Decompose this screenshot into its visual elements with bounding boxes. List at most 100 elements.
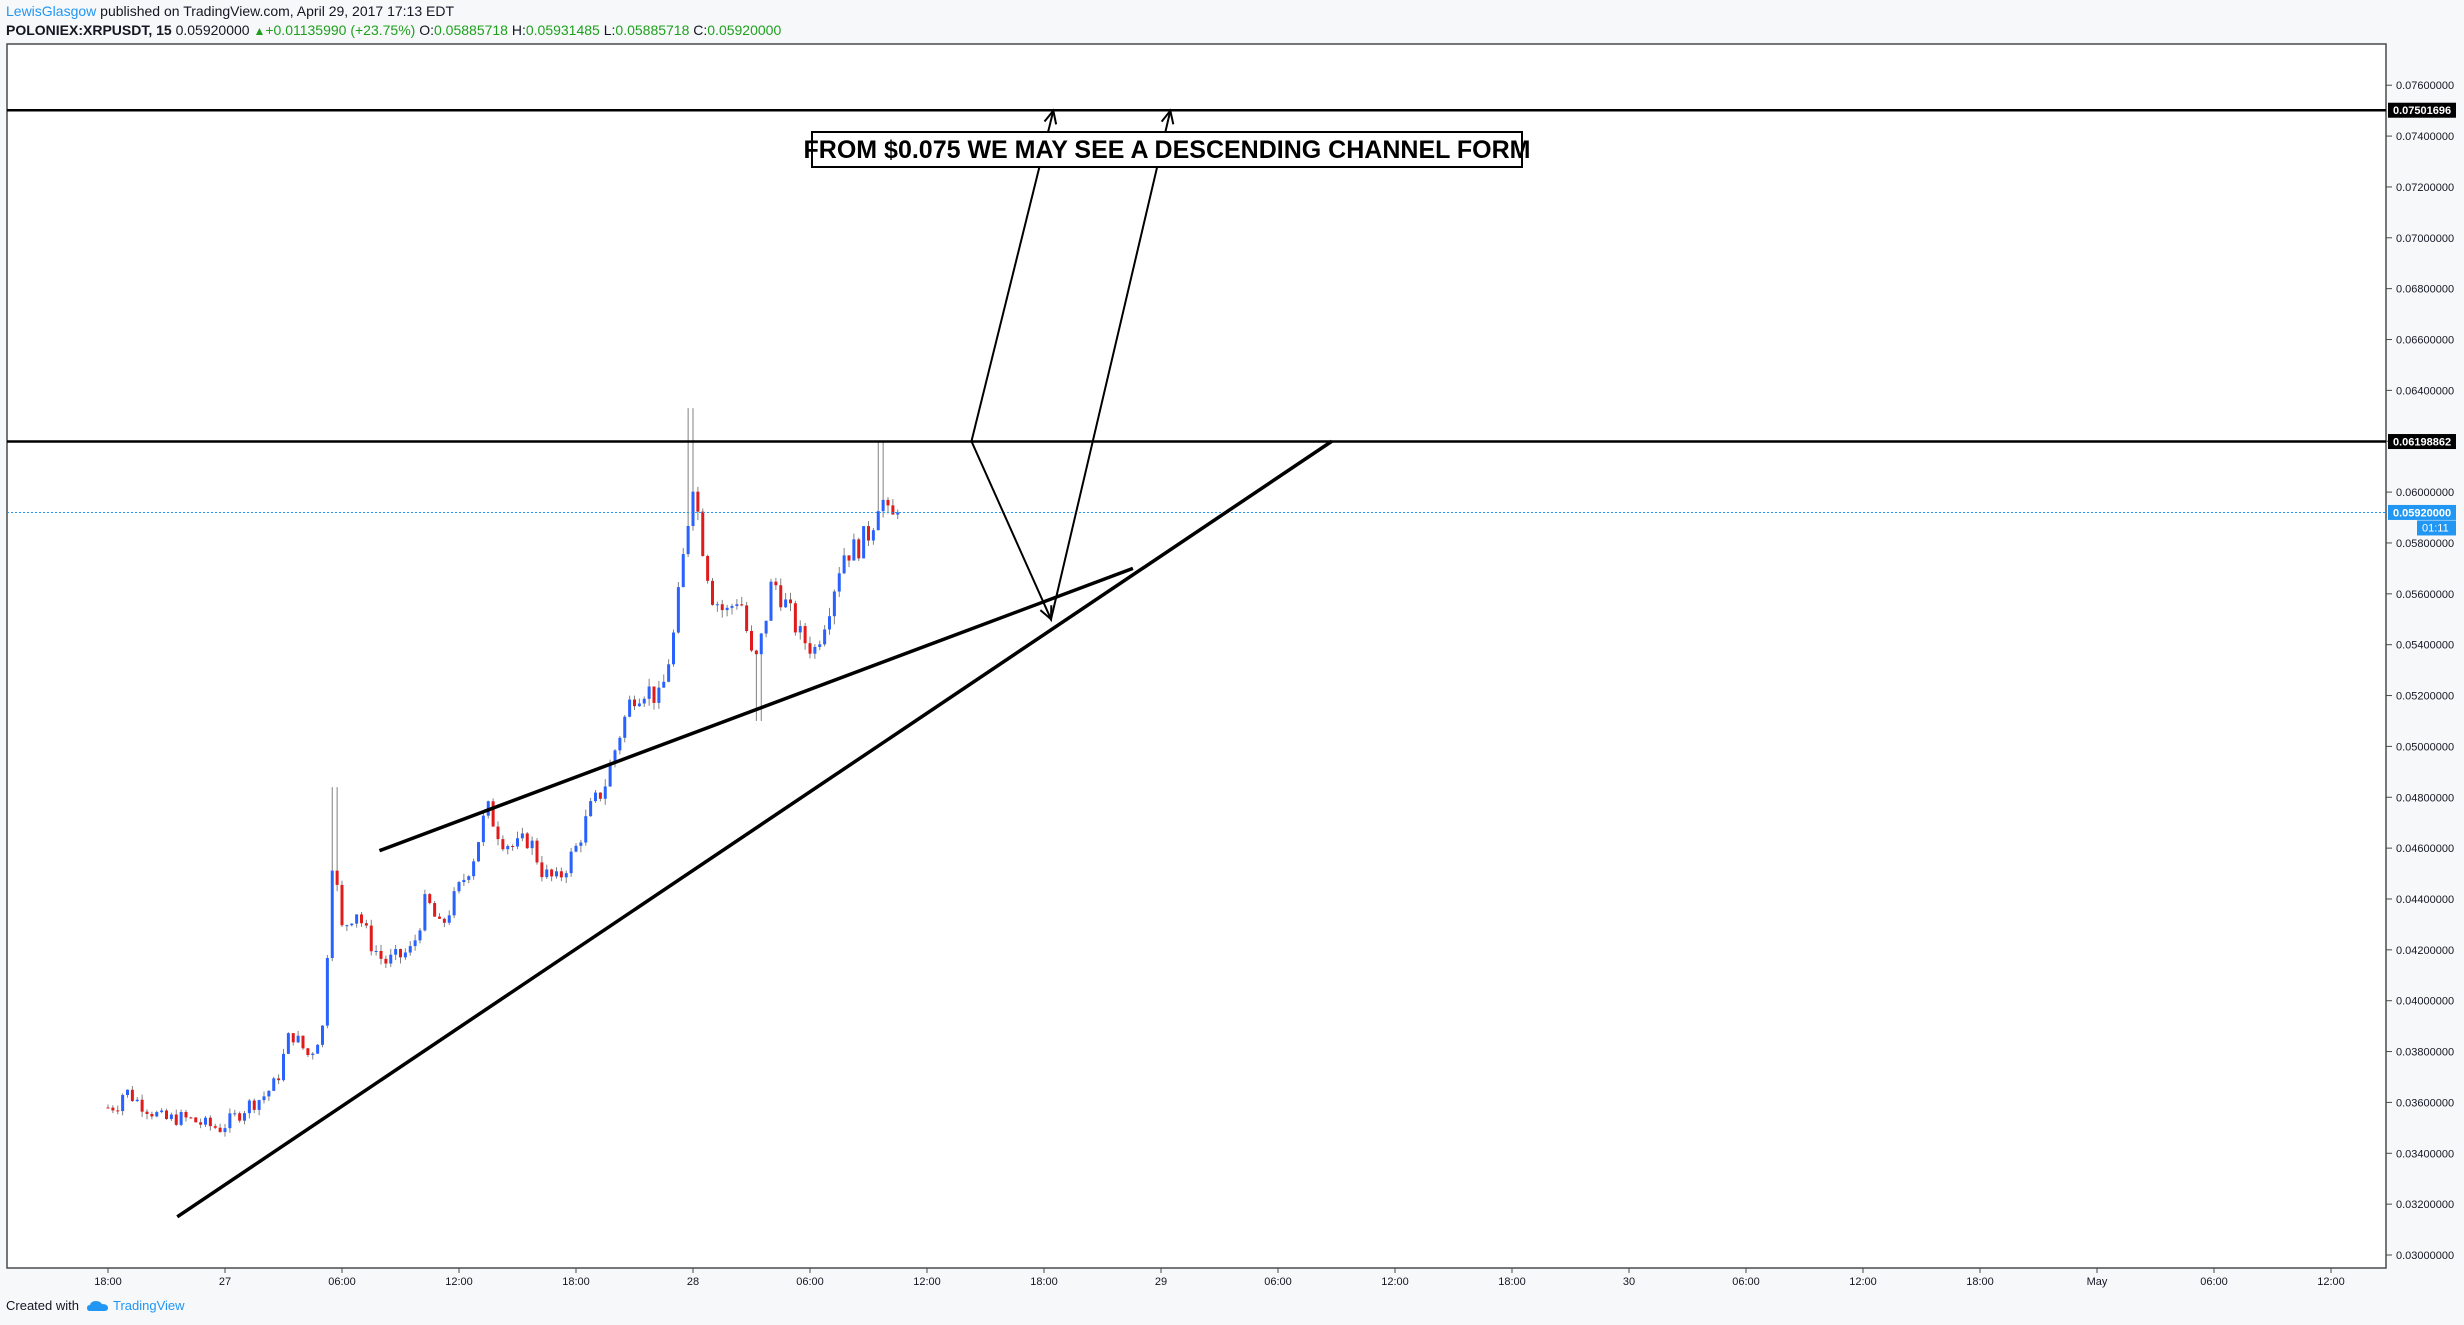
annotation-box[interactable]: FROM $0.075 WE MAY SEE A DESCENDING CHAN… bbox=[804, 131, 1531, 168]
candle-up bbox=[418, 930, 422, 941]
candle-down bbox=[335, 870, 339, 885]
tradingview-cloud-icon bbox=[86, 1300, 108, 1311]
candle-up bbox=[837, 573, 841, 592]
candle-up bbox=[579, 842, 583, 846]
mid-level-label: 0.06198862 bbox=[2393, 437, 2451, 449]
candle-down bbox=[340, 884, 344, 926]
candle-up bbox=[286, 1033, 290, 1054]
candle-up bbox=[457, 882, 461, 892]
countdown-label: 01:11 bbox=[2422, 522, 2449, 534]
candle-down bbox=[174, 1114, 178, 1125]
time-tick-label: May bbox=[2087, 1276, 2108, 1288]
candle-up bbox=[589, 801, 593, 817]
rising-resistance-line[interactable] bbox=[378, 566, 1134, 853]
candle-down bbox=[525, 833, 529, 849]
price-axis[interactable]: 0.07600000 0.07400000 0.07200000 0.07000000… bbox=[2386, 80, 2456, 1262]
candle-down bbox=[428, 894, 432, 904]
candle-up bbox=[374, 950, 378, 952]
time-tick-label: 06:00 bbox=[2200, 1276, 2228, 1288]
candle-up bbox=[823, 629, 827, 645]
candle-up bbox=[452, 891, 456, 916]
candle-up bbox=[330, 870, 334, 958]
time-axis[interactable]: 18:00 27 06:00 12:00 18:00 28 06:00 12:00 18:00 2… bbox=[94, 1268, 2345, 1288]
low-label: L: bbox=[603, 22, 616, 38]
change-value: +0.01135990 (+23.75%) bbox=[265, 22, 416, 38]
up-triangle-icon: ▲ bbox=[253, 24, 266, 38]
candle-up bbox=[657, 687, 661, 703]
candle-down bbox=[540, 862, 544, 878]
candle-up bbox=[135, 1099, 139, 1102]
candle-down bbox=[433, 903, 437, 917]
candle-up bbox=[467, 876, 471, 880]
open-label: O: bbox=[419, 22, 434, 38]
candle-down bbox=[720, 604, 724, 611]
candle-down bbox=[496, 826, 500, 840]
candle-down bbox=[111, 1107, 115, 1111]
time-tick-label: 18:00 bbox=[1966, 1276, 1994, 1288]
candle-up bbox=[423, 894, 427, 931]
time-tick-label: 12:00 bbox=[1381, 1276, 1409, 1288]
symbol-name: POLONIEX:XRPUSDT, 15 bbox=[6, 22, 172, 38]
candle-up bbox=[555, 871, 558, 877]
plot-area[interactable] bbox=[6, 43, 2387, 1269]
candle-down bbox=[384, 958, 388, 964]
candle-down bbox=[808, 643, 812, 654]
candle-down bbox=[559, 871, 563, 878]
tradingview-link[interactable]: TradingView bbox=[86, 1298, 185, 1313]
candle-up bbox=[764, 620, 768, 634]
time-tick-label: 27 bbox=[219, 1276, 231, 1288]
candle-down bbox=[867, 526, 870, 541]
candle-down bbox=[750, 630, 753, 651]
time-tick-label: 18:00 bbox=[562, 1276, 590, 1288]
candle-up bbox=[126, 1089, 129, 1096]
candle-up bbox=[896, 512, 900, 515]
candle-up bbox=[506, 846, 510, 850]
candle-series bbox=[106, 408, 900, 1137]
candle-up bbox=[316, 1044, 320, 1054]
candle-up bbox=[355, 914, 359, 924]
candle-down bbox=[442, 918, 446, 923]
candle-up bbox=[447, 915, 451, 923]
candle-down bbox=[218, 1127, 222, 1133]
candle-down bbox=[774, 581, 778, 586]
price-tick-label: 0.07000000 bbox=[2396, 233, 2454, 245]
candle-up bbox=[564, 873, 568, 878]
countdown-bg bbox=[2417, 520, 2456, 536]
ascending-support-line[interactable] bbox=[176, 439, 1333, 1219]
created-with-label: Created with bbox=[6, 1298, 79, 1313]
last-price-label: 0.05920000 bbox=[2393, 507, 2451, 519]
last-price-label-bg bbox=[2388, 504, 2456, 520]
candle-up bbox=[262, 1096, 266, 1101]
candle-up bbox=[828, 616, 831, 630]
price-tick-label: 0.03800000 bbox=[2396, 1047, 2454, 1059]
candle-up bbox=[813, 646, 817, 654]
candle-up bbox=[618, 737, 622, 751]
candle-up bbox=[179, 1111, 183, 1125]
price-tick-label: 0.07200000 bbox=[2396, 182, 2454, 194]
candle-up bbox=[862, 526, 866, 559]
candle-up bbox=[282, 1053, 285, 1081]
price-tick-label: 0.04000000 bbox=[2396, 996, 2454, 1008]
price-tick-label: 0.05200000 bbox=[2396, 691, 2454, 703]
author-link[interactable]: LewisGlasgow bbox=[6, 3, 97, 19]
candle-up bbox=[204, 1117, 207, 1125]
candle-up bbox=[628, 699, 632, 717]
time-tick-label: 12:00 bbox=[2317, 1276, 2345, 1288]
candle-down bbox=[165, 1110, 168, 1120]
candle-up bbox=[784, 599, 788, 608]
candle-up bbox=[233, 1113, 237, 1115]
candle-up bbox=[798, 626, 802, 633]
close-label: C: bbox=[693, 22, 708, 38]
price-tick-label: 0.05600000 bbox=[2396, 589, 2454, 601]
time-tick-label: 12:00 bbox=[1849, 1276, 1877, 1288]
candle-up bbox=[325, 957, 329, 1026]
candle-up bbox=[403, 952, 407, 958]
candle-up bbox=[462, 879, 466, 883]
annotation-border bbox=[811, 131, 1523, 168]
candle-up bbox=[408, 946, 412, 953]
candle-up bbox=[477, 842, 480, 862]
candle-down bbox=[696, 491, 700, 512]
candle-up bbox=[311, 1053, 315, 1055]
candle-up bbox=[569, 851, 573, 874]
